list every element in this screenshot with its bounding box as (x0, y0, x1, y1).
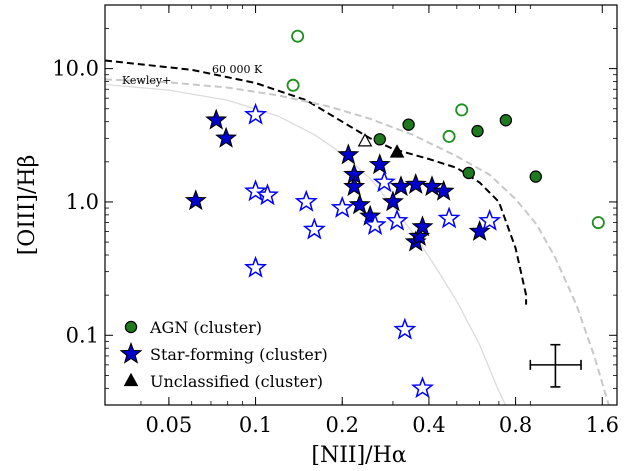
point-star-filled-3 (337, 143, 360, 165)
legend-label-triangle: Unclassified (cluster) (150, 372, 323, 391)
point-circle-open-2 (442, 129, 456, 143)
curve-reference-2 (105, 83, 507, 405)
point-circle-filled-3 (471, 124, 484, 138)
points-layer (184, 29, 605, 399)
point-star-filled-8 (368, 153, 391, 175)
point-star-filled-7 (359, 204, 382, 226)
legend-label-circle: AGN (cluster) (149, 318, 262, 337)
legend-marker-star (119, 341, 143, 364)
point-star-open-12 (437, 206, 461, 229)
y-tick-label: 10.0 (52, 57, 99, 81)
point-star-open-13 (478, 208, 502, 231)
kewley-annotation: Kewley+ (122, 74, 171, 87)
point-star-open-2 (244, 255, 268, 278)
point-star-open-1 (244, 179, 268, 202)
x-tick-label: 0.8 (499, 413, 532, 437)
point-star-open-5 (302, 217, 326, 240)
point-circle-filled-4 (499, 114, 513, 127)
point-star-filled-11 (404, 173, 427, 194)
point-circle-filled-0 (373, 133, 386, 146)
x-tick-label: 1.6 (586, 413, 619, 437)
point-star-open-10 (393, 317, 417, 340)
point-star-open-11 (410, 376, 435, 399)
point-star-open-6 (330, 195, 354, 218)
point-triangle-filled-0 (389, 144, 405, 158)
x-tick-label: 0.05 (145, 413, 192, 437)
curves-layer (105, 59, 610, 405)
x-tick-label: 0.4 (412, 413, 445, 437)
point-circle-filled-5 (529, 170, 542, 183)
point-star-open-8 (372, 170, 396, 193)
point-star-filled-16 (432, 179, 455, 201)
point-triangle-open-0 (357, 133, 373, 147)
point-star-filled-9 (381, 190, 404, 212)
point-star-filled-2 (215, 126, 238, 148)
y-tick-label: 0.1 (66, 323, 99, 347)
point-circle-filled-2 (462, 166, 475, 180)
point-star-open-7 (363, 212, 387, 235)
y-tick-label: 1.0 (66, 190, 99, 214)
x-tick-label: 0.2 (326, 413, 359, 437)
point-star-open-4 (294, 189, 318, 212)
point-star-filled-15 (420, 175, 444, 197)
point-star-open-0 (244, 102, 268, 125)
point-star-filled-14 (411, 215, 434, 237)
x-tick-label: 0.1 (239, 413, 272, 437)
legend-marker-circle (124, 320, 138, 334)
ticks-layer: 0.05 0.1 0.2 0.4 0.8 1.6 0.1 1.0 10.0 (52, 4, 619, 437)
temperature-annotation: 60 000 K (212, 63, 263, 76)
point-circle-open-3 (455, 103, 469, 117)
legend-label-star: Star-forming (cluster) (150, 345, 328, 364)
point-circle-open-0 (286, 78, 300, 92)
y-axis-title: [OIII]/Hβ (15, 155, 40, 256)
annotations-layer: Kewley+ 60 000 K (122, 63, 263, 87)
point-star-filled-6 (348, 193, 371, 215)
curve-kewley (105, 78, 610, 405)
point-star-open-3 (255, 183, 280, 206)
point-circle-open-1 (291, 29, 305, 43)
point-circle-filled-1 (402, 118, 415, 131)
legend-marker-triangle (123, 372, 139, 387)
point-star-open-9 (385, 208, 409, 231)
legend: AGN (cluster) Star-forming (cluster) Uncla… (119, 318, 328, 391)
point-star-filled-1 (205, 108, 228, 130)
curve-60-000-k (105, 59, 528, 305)
error-bar (529, 343, 582, 388)
x-axis-title: [NII]/Hα (311, 443, 406, 468)
point-star-filled-5 (343, 175, 366, 197)
plot-frame (104, 4, 618, 406)
point-star-filled-0 (184, 189, 207, 211)
point-star-filled-17 (468, 219, 491, 241)
point-circle-open-4 (591, 216, 605, 230)
